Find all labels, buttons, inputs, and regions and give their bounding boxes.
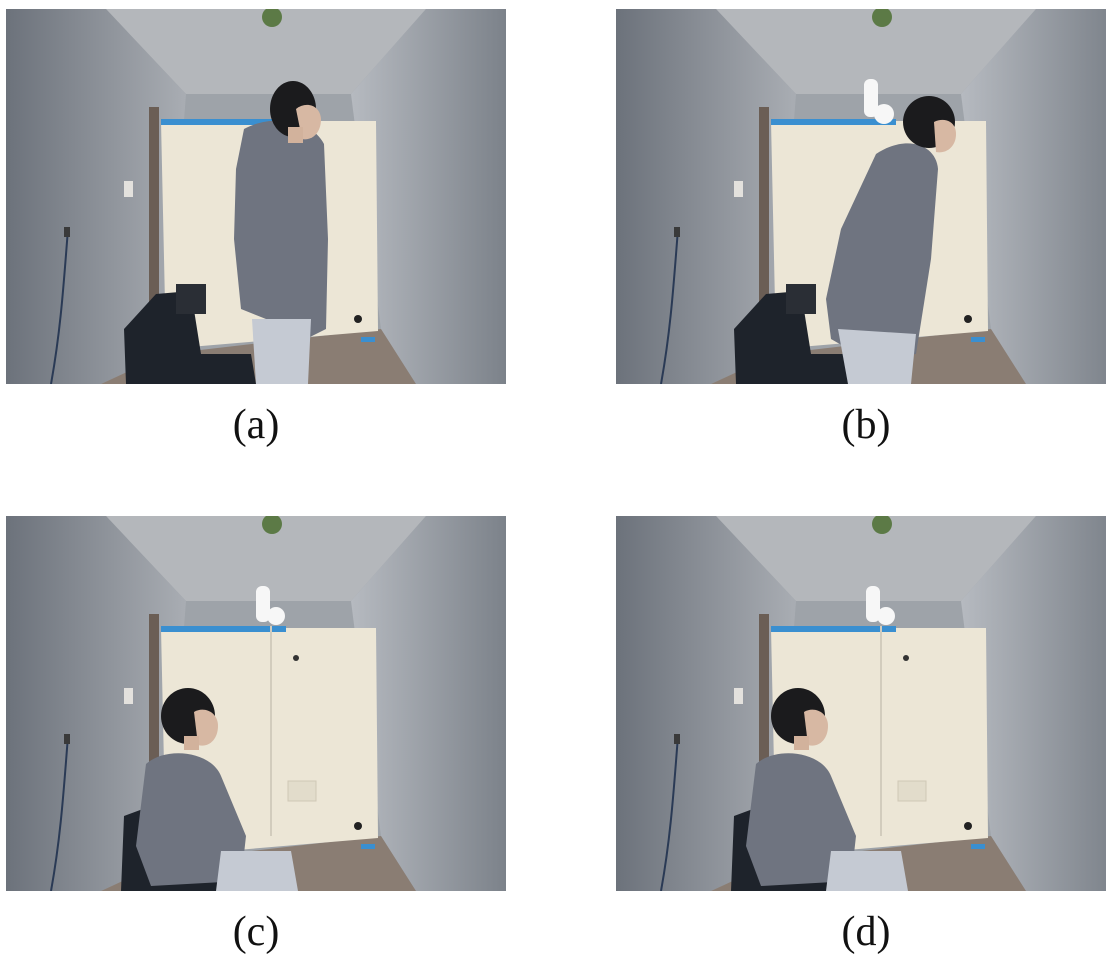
caption-a: (a) xyxy=(232,402,280,448)
photo-bending xyxy=(616,9,1106,384)
photo-panel-a xyxy=(6,9,506,384)
caption-b: (b) xyxy=(841,402,891,448)
photo-panel-d xyxy=(616,516,1106,891)
photo-panel-b xyxy=(616,9,1106,384)
photo-sitting-2 xyxy=(616,516,1106,891)
caption-c: (c) xyxy=(232,909,280,955)
photo-panel-c xyxy=(6,516,506,891)
caption-d: (d) xyxy=(841,909,891,955)
photo-standing xyxy=(6,9,506,384)
photo-sitting xyxy=(6,516,506,891)
